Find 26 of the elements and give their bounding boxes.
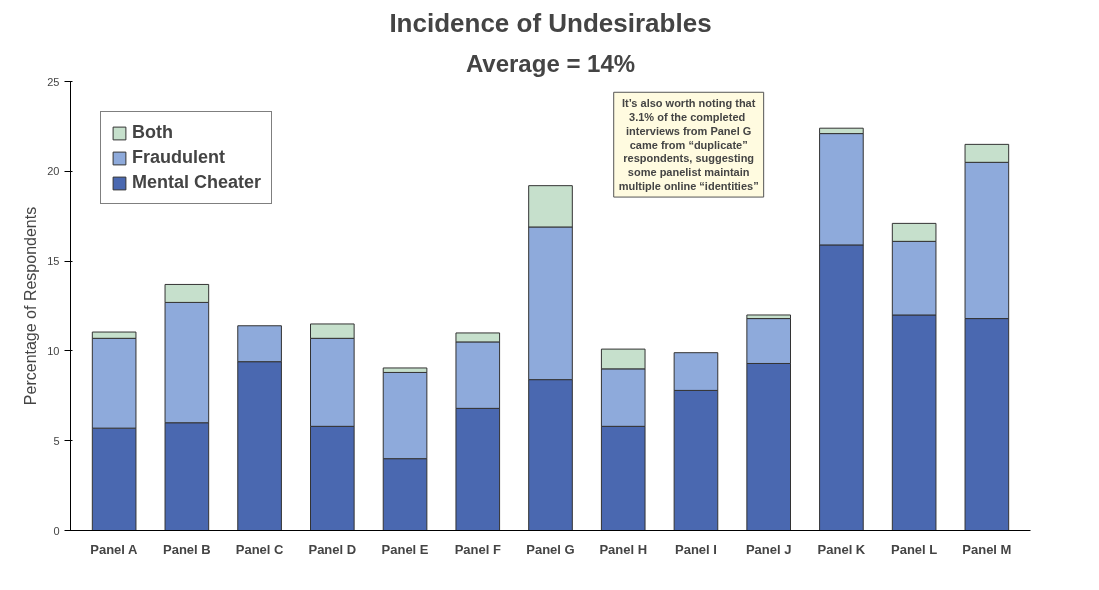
chart-subtitle: Average = 14% xyxy=(465,49,636,77)
y-tick-label: 15 xyxy=(47,255,60,268)
annotation: It’s also worth noting that 3.1% of the completed interviews from Panel G came from “duplicate” respondents, suggesting some panelist maintain multiple online “identities” xyxy=(618,97,759,193)
x-tick-label: Panel J xyxy=(745,541,792,557)
x-tick-label: Panel D xyxy=(308,541,357,557)
y-tick-label: 20 xyxy=(47,165,60,178)
x-tick-label: Panel K xyxy=(817,541,866,557)
x-tick-label: Panel A xyxy=(90,541,139,557)
x-tick-label: Panel M xyxy=(962,541,1012,557)
x-tick-label: Panel L xyxy=(891,541,938,557)
x-tick-label: Panel C xyxy=(235,541,285,557)
legend-label: Mental Cheater xyxy=(132,172,262,193)
y-axis-title: Percentage of Respondents xyxy=(22,206,40,406)
legend-label: Fraudulent xyxy=(132,147,225,168)
y-tick-label: 5 xyxy=(53,434,60,447)
x-tick-label: Panel G xyxy=(526,541,575,557)
y-tick-label: 10 xyxy=(47,344,60,357)
x-tick-label: Panel H xyxy=(599,541,648,557)
x-tick-label: Panel I xyxy=(675,541,717,557)
x-tick-label: Panel F xyxy=(454,541,501,557)
y-tick-label: 25 xyxy=(47,75,60,88)
chart-title: Incidence of Undesirables xyxy=(389,7,712,38)
legend-label: Both xyxy=(132,122,173,143)
x-tick-label: Panel B xyxy=(163,541,211,557)
x-tick-label: Panel E xyxy=(381,541,429,557)
y-tick-label: 0 xyxy=(53,524,60,537)
